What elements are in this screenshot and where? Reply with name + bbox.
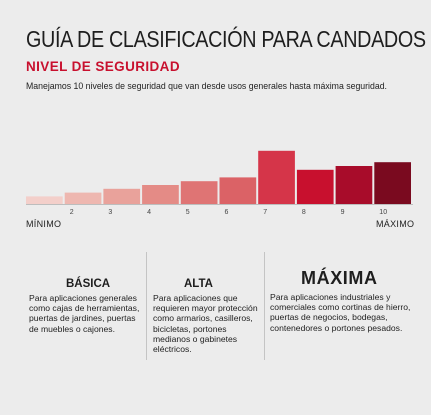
page-description: Manejamos 10 niveles de seguridad que va… [26, 81, 387, 91]
tick-label-10: 10 [379, 209, 387, 216]
category-title: BÁSICA [66, 278, 111, 290]
tick-label-9: 9 [341, 209, 345, 216]
category-basica: BÁSICA Para aplicaciones generales como … [29, 278, 147, 334]
category-description: Para aplicaciones generales como cajas d… [29, 293, 140, 334]
tick-label-2: 2 [70, 209, 74, 216]
bar-level-9 [335, 166, 373, 204]
category-description: Para aplicaciones industriales y comerci… [270, 292, 411, 333]
page-subtitle: NIVEL DE SEGURIDAD [26, 59, 180, 74]
bar-level-3 [103, 188, 141, 204]
category-title: ALTA [184, 278, 213, 290]
tick-label-3: 3 [108, 209, 112, 216]
tick-label-5: 5 [186, 209, 190, 216]
max-label: MÁXIMO [376, 219, 415, 229]
bar-level-5 [180, 181, 218, 204]
bar-level-1 [26, 196, 63, 204]
bar-level-7 [258, 150, 295, 204]
category-maxima: MÁXIMA Para aplicaciones industriales y … [270, 268, 420, 333]
bar-level-2 [64, 192, 102, 204]
bar-level-10 [374, 162, 411, 204]
tick-label-6: 6 [225, 209, 229, 216]
category-alta: ALTA Para aplicaciones que requieren may… [153, 278, 263, 354]
category-title: MÁXIMA [301, 268, 378, 288]
column-divider [146, 252, 147, 360]
min-label: MÍNIMO [26, 219, 62, 229]
tick-label-8: 8 [302, 209, 306, 216]
column-divider [264, 252, 265, 360]
bar-level-6 [219, 177, 257, 204]
bar-level-4 [142, 185, 179, 204]
tick-label-4: 4 [147, 209, 151, 216]
category-description: Para aplicaciones que requieren mayor pr… [153, 293, 258, 355]
bar-level-8 [296, 169, 334, 204]
page-title: GUÍA DE CLASIFICACIÓN PARA CANDADOS [26, 26, 426, 52]
tick-label-7: 7 [263, 209, 267, 216]
